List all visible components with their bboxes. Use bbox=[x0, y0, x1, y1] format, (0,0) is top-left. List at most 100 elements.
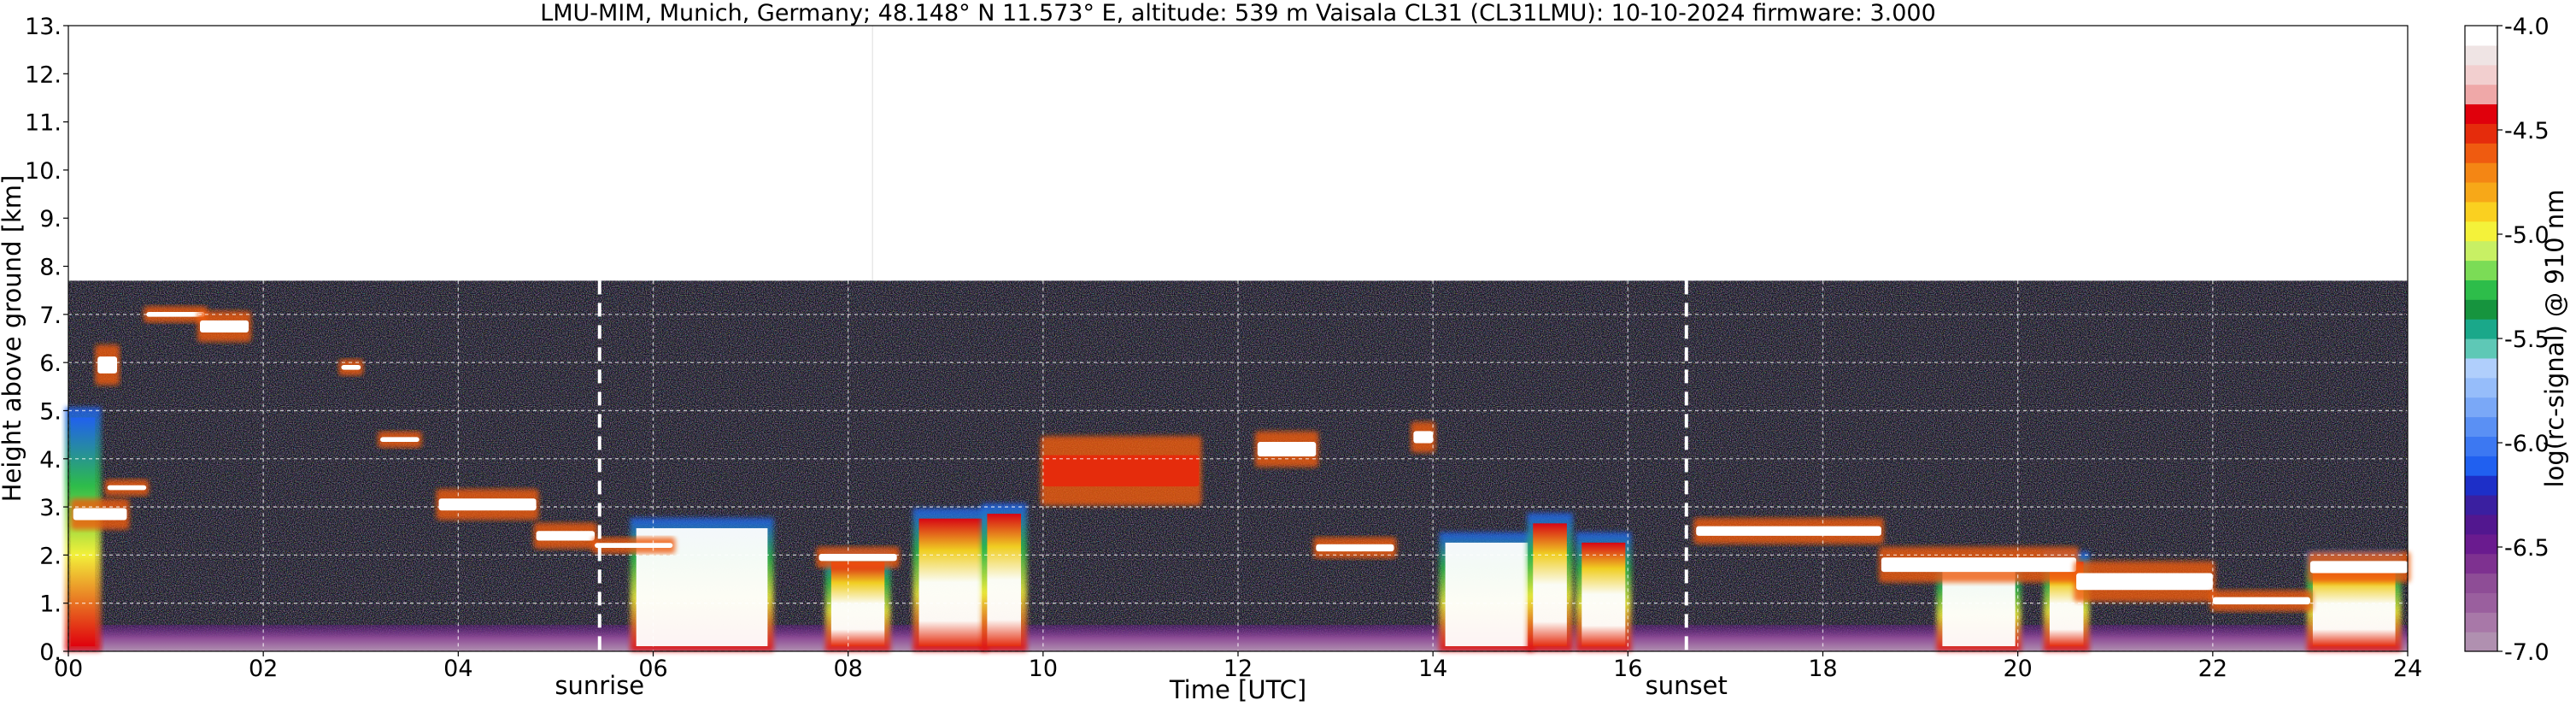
low-cloud-region bbox=[1576, 532, 1632, 651]
colorbar-tick-label: -4.0 bbox=[2504, 14, 2550, 40]
colorbar-segment bbox=[2465, 123, 2497, 144]
sunset-annotation: sunset bbox=[1646, 671, 1728, 700]
low-cloud-region bbox=[912, 508, 989, 651]
colorbar-segment bbox=[2465, 182, 2497, 203]
x-tick-label: 04 bbox=[443, 656, 472, 682]
x-tick-label: 14 bbox=[1418, 656, 1447, 682]
colorbar-segment bbox=[2465, 573, 2497, 593]
x-axis-label: Time [UTC] bbox=[1169, 675, 1306, 704]
cloud-layer bbox=[1313, 537, 1397, 559]
x-tick-label: 18 bbox=[1808, 656, 1837, 682]
colorbar-segment bbox=[2465, 162, 2497, 183]
x-tick-label: 24 bbox=[2393, 656, 2422, 682]
cloud-layer bbox=[2074, 561, 2215, 603]
colorbar-segment bbox=[2465, 475, 2497, 496]
colorbar-segment bbox=[2465, 84, 2497, 105]
colorbar-tick-label: -7.0 bbox=[2504, 639, 2550, 666]
cloud-layer bbox=[2209, 590, 2313, 612]
cloud-layer bbox=[144, 306, 208, 323]
y-tick-label: 0. bbox=[39, 639, 62, 666]
cloud-layer bbox=[592, 537, 676, 554]
cloud-layer bbox=[816, 546, 900, 568]
x-tick-label: 20 bbox=[2003, 656, 2032, 682]
y-tick-label: 7. bbox=[39, 303, 62, 329]
colorbar-tick-label: -4.5 bbox=[2504, 118, 2550, 144]
colorbar-segment bbox=[2465, 495, 2497, 515]
low-cloud-region bbox=[630, 517, 774, 651]
y-tick-label: 13. bbox=[25, 14, 62, 40]
y-tick-label: 10. bbox=[25, 158, 62, 185]
colorbar-tick-label: -5.5 bbox=[2504, 327, 2550, 353]
y-tick-label: 8. bbox=[39, 255, 62, 281]
y-axis-label: Height above ground [km] bbox=[0, 175, 26, 503]
colorbar-segment bbox=[2465, 514, 2497, 535]
colorbar-ticks: -7.0 -6.5 -6.0 -5.5 -5.0 -4.5 -4.0 bbox=[2497, 14, 2550, 666]
colorbar-segment bbox=[2465, 44, 2497, 66]
colorbar-segment bbox=[2465, 279, 2497, 300]
colorbar-segment bbox=[2465, 240, 2497, 262]
x-tick-label: 10 bbox=[1029, 656, 1058, 682]
colorbar-segment bbox=[2465, 612, 2497, 632]
low-cloud-region bbox=[981, 503, 1028, 651]
colorbar-segment bbox=[2465, 221, 2497, 242]
colorbar-tick-label: -6.5 bbox=[2504, 535, 2550, 562]
colorbar-segment bbox=[2465, 143, 2497, 163]
low-cloud-region bbox=[1527, 513, 1573, 651]
y-tick-label: 6. bbox=[39, 350, 62, 377]
y-tick-label: 12. bbox=[25, 62, 62, 88]
y-tick-label: 2. bbox=[39, 543, 62, 569]
x-tick-label: 06 bbox=[638, 656, 667, 682]
colorbar-segment bbox=[2465, 436, 2497, 456]
colorbar-segment bbox=[2465, 377, 2497, 398]
colorbar-segment bbox=[2465, 456, 2497, 476]
x-tick-label: 16 bbox=[1613, 656, 1642, 682]
cloud-layer bbox=[2307, 551, 2410, 583]
colorbar bbox=[2464, 25, 2498, 652]
x-tick-label: 12 bbox=[1223, 656, 1253, 682]
chart-title: LMU-MIM, Munich, Germany; 48.148° N 11.5… bbox=[540, 0, 1936, 26]
colorbar-segment bbox=[2465, 299, 2497, 320]
cloud-layer bbox=[533, 522, 598, 550]
cloud-layer bbox=[378, 431, 422, 448]
cloud-layer bbox=[1878, 546, 2080, 583]
y-tick-label: 4. bbox=[39, 447, 62, 474]
sunrise-annotation: sunrise bbox=[555, 671, 644, 700]
cloud-layer bbox=[1254, 431, 1319, 468]
y-tick-label: 9. bbox=[39, 206, 62, 232]
x-tick-label: 08 bbox=[833, 656, 862, 682]
y-tick-label: 1. bbox=[39, 591, 62, 618]
x-tick-label: 02 bbox=[249, 656, 278, 682]
colorbar-label: log(rc-signal) @ 910 nm bbox=[2540, 190, 2569, 488]
sun-markers bbox=[597, 280, 1688, 651]
cloud-layer bbox=[1693, 517, 1884, 544]
colorbar-segment bbox=[2465, 592, 2497, 613]
cloud-layer bbox=[95, 344, 120, 385]
y-tick-label: 5. bbox=[39, 398, 62, 425]
cloud-layer bbox=[338, 359, 364, 376]
colorbar-segment bbox=[2465, 553, 2497, 574]
colorbar-segment bbox=[2465, 533, 2497, 555]
low-cloud-region bbox=[824, 551, 891, 651]
low-cloud-region bbox=[1439, 532, 1534, 651]
cloud-layer bbox=[436, 489, 539, 521]
colorbar-segment bbox=[2465, 632, 2497, 652]
cloud-layer bbox=[70, 498, 130, 530]
cloud-layer bbox=[1040, 436, 1202, 506]
y-tick-label: 3. bbox=[39, 495, 62, 521]
colorbar-segment bbox=[2465, 338, 2497, 359]
colorbar-segment bbox=[2465, 103, 2497, 124]
colorbar-segment bbox=[2465, 260, 2497, 280]
colorbar-segment bbox=[2465, 357, 2497, 379]
colorbar-segment bbox=[2465, 26, 2497, 46]
x-tick-label: 22 bbox=[2198, 656, 2227, 682]
x-axis-ticks: 00 02 04 06 08 10 12 14 16 18 20 22 24 bbox=[54, 651, 2422, 682]
colorbar-segment bbox=[2465, 416, 2497, 437]
y-axis-ticks: 0. 1. 2. 3. 4. 5. 6. 7. 8. 9. 10. 11. 12. 13. bbox=[25, 14, 68, 666]
y-tick-label: 11. bbox=[25, 110, 62, 137]
cloud-layer bbox=[104, 479, 150, 497]
colorbar-segment bbox=[2465, 397, 2497, 418]
cloud-layer bbox=[197, 310, 252, 342]
colorbar-segment bbox=[2465, 319, 2497, 339]
colorbar-segment bbox=[2465, 201, 2497, 222]
